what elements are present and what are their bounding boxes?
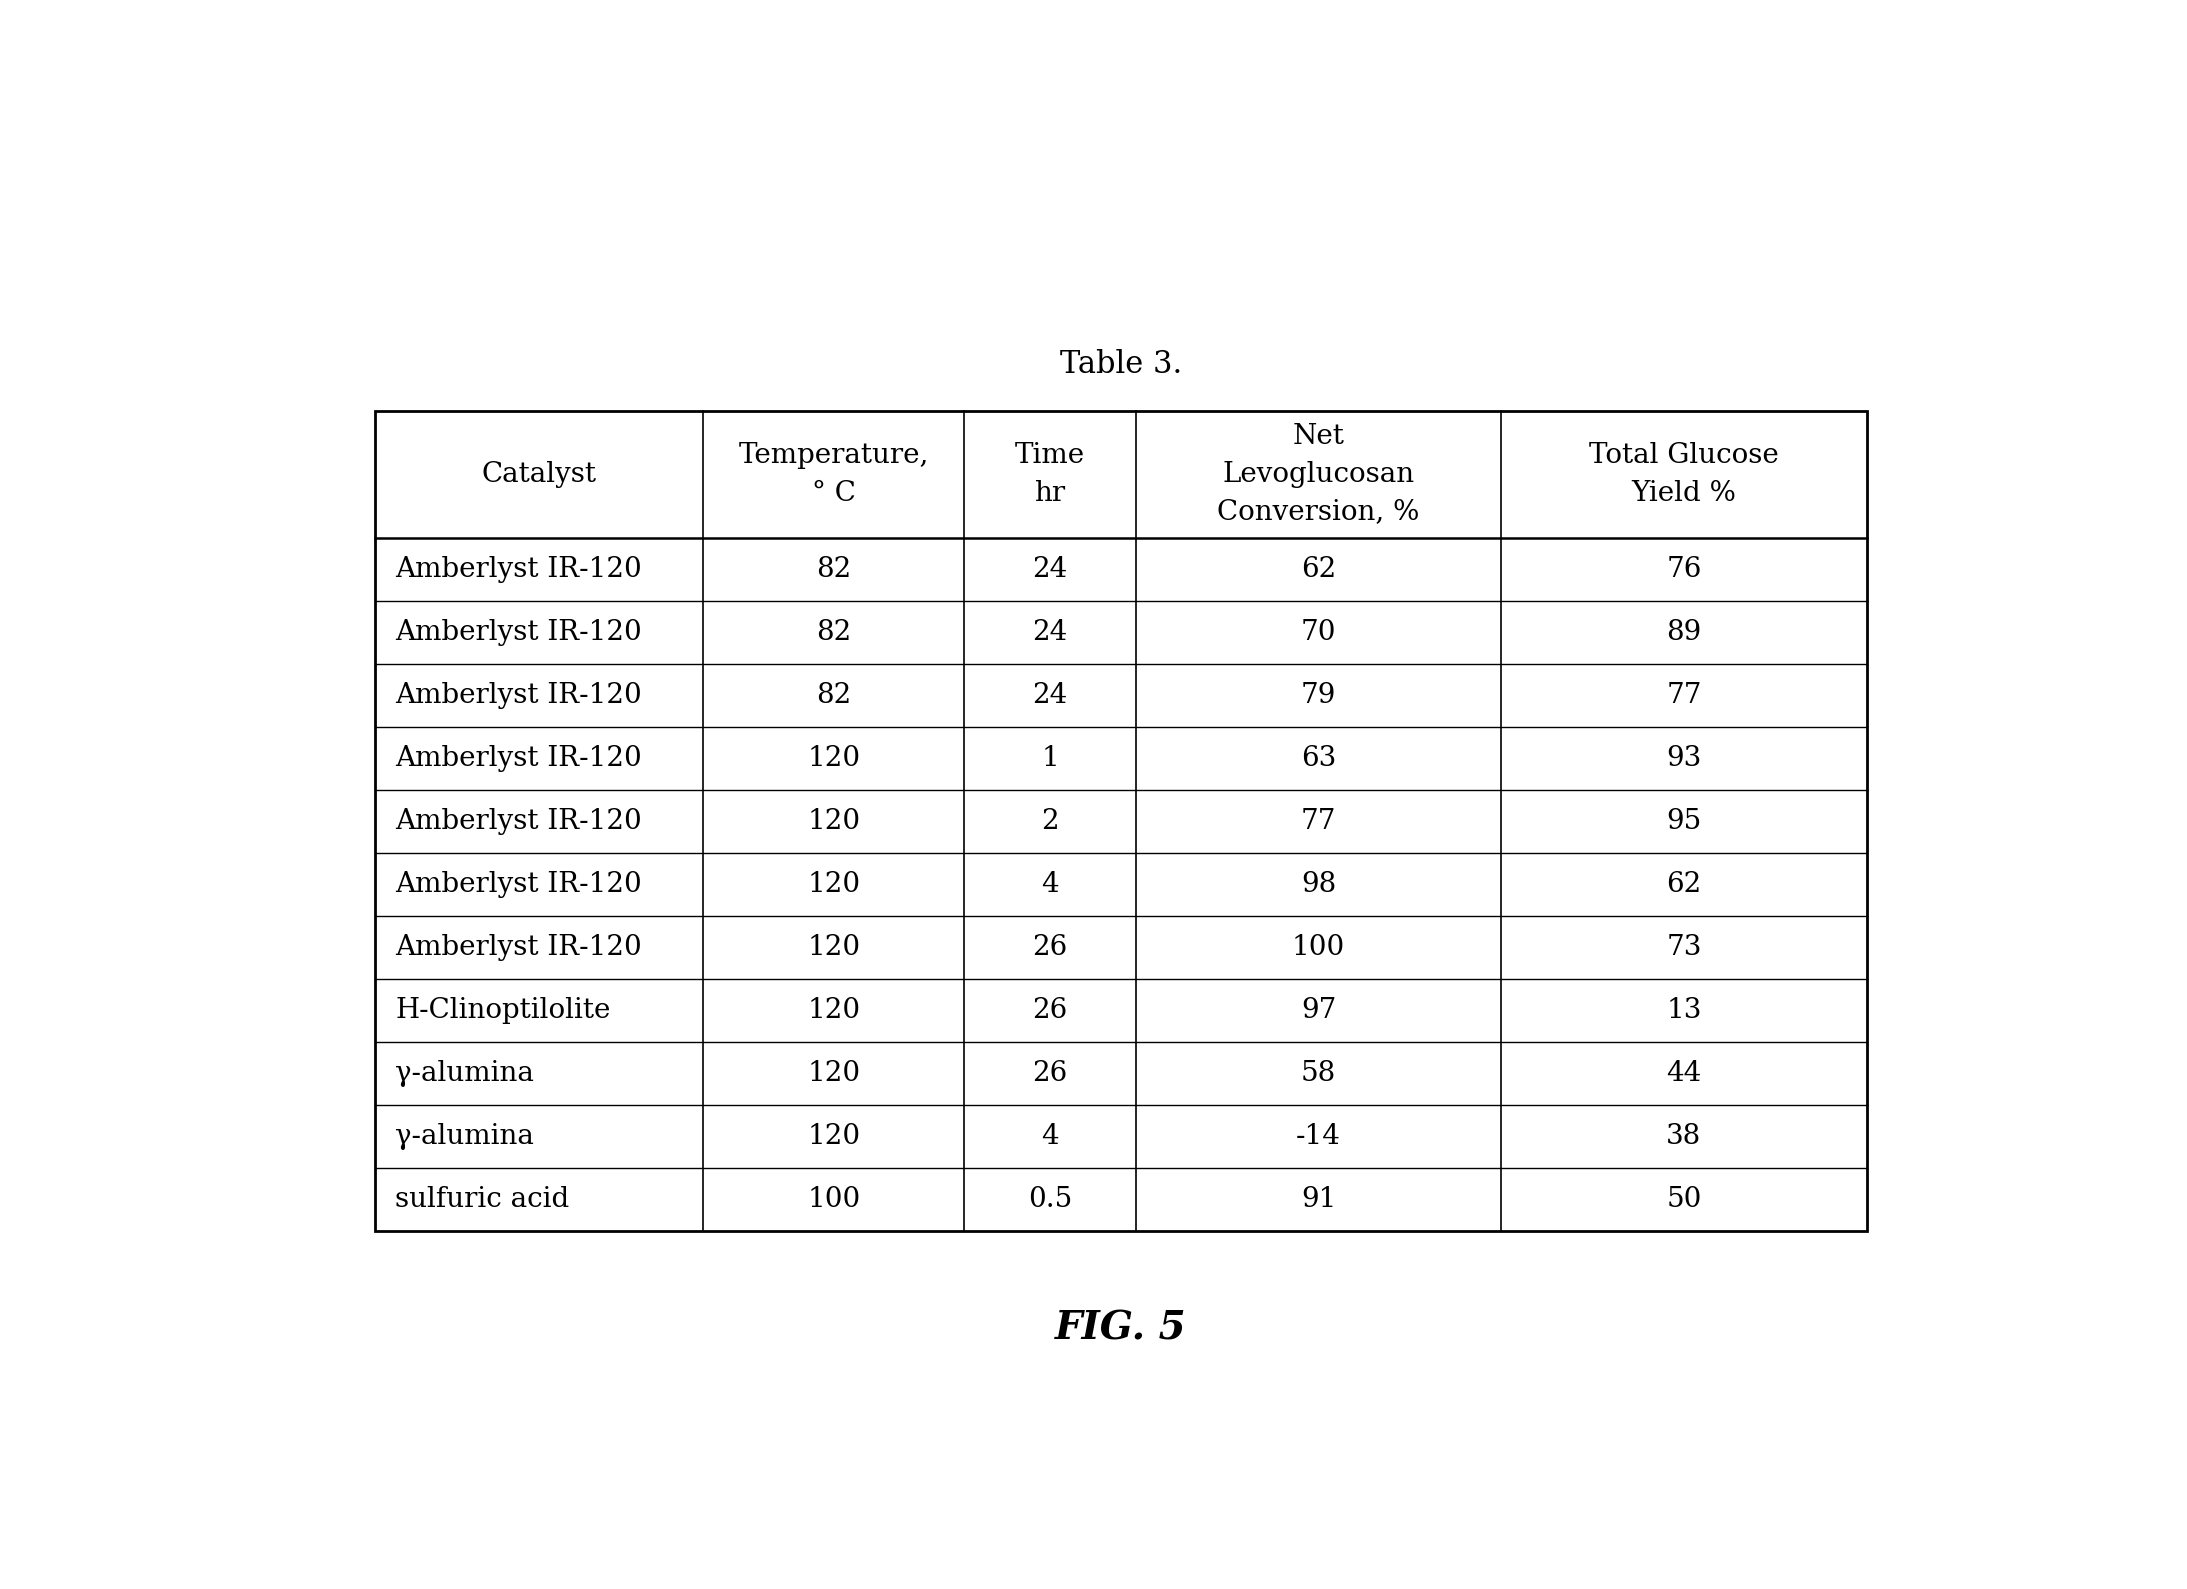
Text: Catalyst: Catalyst	[481, 461, 597, 488]
Text: Amberlyst IR-120: Amberlyst IR-120	[396, 682, 643, 709]
Text: 26: 26	[1032, 996, 1067, 1023]
Text: 13: 13	[1666, 996, 1701, 1023]
Text: 93: 93	[1666, 745, 1701, 772]
Text: 120: 120	[807, 1060, 859, 1087]
Text: 100: 100	[1293, 934, 1345, 961]
Text: 89: 89	[1666, 620, 1701, 647]
Text: 50: 50	[1666, 1185, 1701, 1212]
Text: 95: 95	[1666, 807, 1701, 834]
Text: Amberlyst IR-120: Amberlyst IR-120	[396, 807, 643, 834]
Text: 77: 77	[1301, 807, 1336, 834]
Text: 120: 120	[807, 807, 859, 834]
Text: 120: 120	[807, 934, 859, 961]
Text: γ-alumina: γ-alumina	[396, 1123, 534, 1150]
Text: 100: 100	[807, 1185, 859, 1212]
Text: 4: 4	[1041, 1123, 1059, 1150]
Text: γ-alumina: γ-alumina	[396, 1060, 534, 1087]
Text: 76: 76	[1666, 556, 1701, 583]
Text: 24: 24	[1032, 556, 1067, 583]
Text: sulfuric acid: sulfuric acid	[396, 1185, 569, 1212]
Text: 120: 120	[807, 1123, 859, 1150]
Text: 24: 24	[1032, 682, 1067, 709]
Text: FIG. 5: FIG. 5	[1054, 1309, 1188, 1347]
Text: 58: 58	[1301, 1060, 1336, 1087]
Text: 26: 26	[1032, 1060, 1067, 1087]
Text: 24: 24	[1032, 620, 1067, 647]
Text: -14: -14	[1297, 1123, 1341, 1150]
Text: 63: 63	[1301, 745, 1336, 772]
Text: 120: 120	[807, 745, 859, 772]
Text: 26: 26	[1032, 934, 1067, 961]
Text: 82: 82	[816, 556, 851, 583]
Text: Table 3.: Table 3.	[1061, 350, 1181, 380]
Text: Amberlyst IR-120: Amberlyst IR-120	[396, 620, 643, 647]
Text: 62: 62	[1666, 871, 1701, 898]
Text: 98: 98	[1301, 871, 1336, 898]
Text: 91: 91	[1301, 1185, 1336, 1212]
Text: 77: 77	[1666, 682, 1701, 709]
Text: Total Glucose
Yield %: Total Glucose Yield %	[1590, 442, 1778, 507]
Text: 38: 38	[1666, 1123, 1701, 1150]
Text: 97: 97	[1301, 996, 1336, 1023]
Text: 79: 79	[1301, 682, 1336, 709]
Text: 82: 82	[816, 620, 851, 647]
Text: Amberlyst IR-120: Amberlyst IR-120	[396, 934, 643, 961]
Text: 120: 120	[807, 996, 859, 1023]
Text: 2: 2	[1041, 807, 1059, 834]
Text: Temperature,
° C: Temperature, ° C	[739, 442, 929, 507]
Text: 4: 4	[1041, 871, 1059, 898]
Text: Amberlyst IR-120: Amberlyst IR-120	[396, 745, 643, 772]
Text: 1: 1	[1041, 745, 1059, 772]
Text: 70: 70	[1301, 620, 1336, 647]
Text: Time
hr: Time hr	[1015, 442, 1085, 507]
Text: 44: 44	[1666, 1060, 1701, 1087]
Text: 0.5: 0.5	[1028, 1185, 1072, 1212]
Text: H-Clinoptilolite: H-Clinoptilolite	[396, 996, 610, 1023]
Text: 82: 82	[816, 682, 851, 709]
Text: 73: 73	[1666, 934, 1701, 961]
Text: Amberlyst IR-120: Amberlyst IR-120	[396, 556, 643, 583]
Text: 120: 120	[807, 871, 859, 898]
Text: Net
Levoglucosan
Conversion, %: Net Levoglucosan Conversion, %	[1218, 423, 1419, 526]
Text: Amberlyst IR-120: Amberlyst IR-120	[396, 871, 643, 898]
Text: 62: 62	[1301, 556, 1336, 583]
